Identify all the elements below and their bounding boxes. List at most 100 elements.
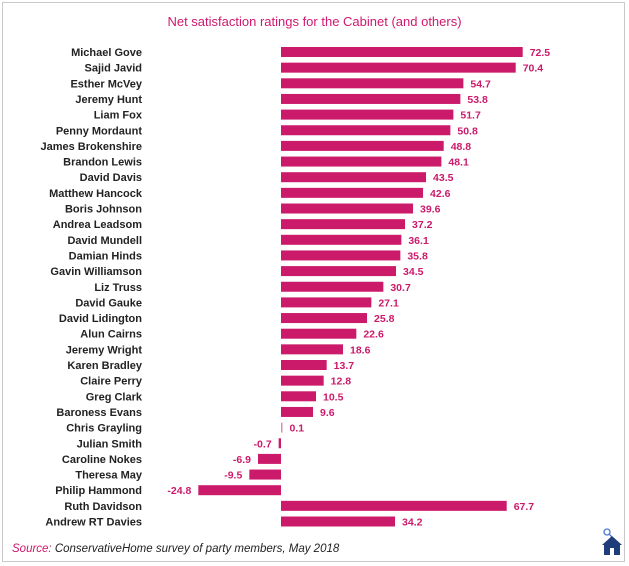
- bar: [281, 203, 414, 214]
- category-label: Caroline Nokes: [62, 454, 142, 466]
- value-label: 9.6: [320, 407, 335, 419]
- category-label: Liam Fox: [94, 110, 143, 122]
- value-label: 34.5: [403, 266, 424, 278]
- category-label: Ruth Davidson: [64, 501, 142, 513]
- bar: [281, 125, 451, 136]
- bar: [249, 469, 281, 480]
- bar: [281, 266, 397, 277]
- value-label: 39.6: [420, 204, 441, 216]
- bar: [281, 344, 344, 355]
- bar: [281, 516, 396, 527]
- bar: [281, 93, 461, 104]
- category-label: Julian Smith: [77, 438, 143, 450]
- value-label: -9.5: [224, 470, 242, 482]
- category-label: Matthew Hancock: [49, 188, 143, 200]
- category-label: David Lidington: [59, 313, 142, 325]
- category-label: Claire Perry: [80, 376, 143, 388]
- category-label: Jeremy Hunt: [75, 94, 142, 106]
- value-label: 34.2: [402, 517, 423, 529]
- bar: [281, 140, 444, 151]
- bar: [281, 78, 464, 89]
- value-label: 54.7: [470, 78, 491, 90]
- value-label: -0.7: [254, 438, 272, 450]
- category-label: Brandon Lewis: [63, 157, 142, 169]
- bar: [281, 187, 424, 198]
- bar: [281, 62, 516, 73]
- category-label: Karen Bradley: [67, 360, 142, 372]
- value-label: 10.5: [323, 391, 344, 403]
- category-label: Chris Grayling: [66, 423, 142, 435]
- category-label: Esther McVey: [70, 78, 142, 90]
- bar: [281, 109, 454, 120]
- value-label: 43.5: [433, 172, 454, 184]
- category-label: Baroness Evans: [56, 407, 142, 419]
- value-label: 35.8: [407, 250, 428, 262]
- category-label: Damian Hinds: [69, 250, 142, 262]
- bar: [281, 250, 401, 261]
- value-label: -6.9: [233, 454, 251, 466]
- value-label: 36.1: [408, 235, 429, 247]
- source-text: ConservativeHome survey of party members…: [51, 543, 340, 555]
- bar: [281, 313, 368, 324]
- value-label: 37.2: [412, 219, 433, 231]
- category-label: Boris Johnson: [65, 204, 142, 216]
- category-label: Greg Clark: [86, 391, 143, 403]
- bar: [281, 328, 357, 339]
- value-label: 53.8: [467, 94, 488, 106]
- category-label: Jeremy Wright: [66, 344, 143, 356]
- bar: [281, 234, 402, 245]
- category-label: Andrea Leadsom: [53, 219, 142, 231]
- bar: [281, 219, 406, 230]
- value-label: 48.8: [451, 141, 472, 153]
- value-label: 72.5: [530, 47, 551, 59]
- value-label: 0.1: [290, 423, 305, 435]
- home-logo-icon: [602, 528, 622, 555]
- category-label: Andrew RT Davies: [45, 517, 142, 529]
- bar: [281, 297, 372, 308]
- category-label: James Brokenshire: [41, 141, 143, 153]
- category-label: Penny Mordaunt: [56, 125, 143, 137]
- bar: [281, 422, 283, 433]
- value-label: -24.8: [167, 485, 191, 497]
- value-label: 48.1: [448, 157, 469, 169]
- category-label: David Mundell: [67, 235, 142, 247]
- bar: [281, 156, 442, 167]
- chart-title: Net satisfaction ratings for the Cabinet…: [167, 14, 462, 29]
- bar: [281, 375, 324, 386]
- bar: [281, 360, 327, 370]
- source-label: Source:: [12, 543, 52, 555]
- value-label: 42.6: [430, 188, 451, 200]
- value-label: 70.4: [523, 63, 544, 75]
- bar: [281, 47, 523, 57]
- source-note: Source: ConservativeHome survey of party…: [12, 543, 339, 555]
- bar: [278, 438, 281, 449]
- value-label: 25.8: [374, 313, 395, 325]
- value-label: 22.6: [363, 329, 384, 341]
- bar: [281, 406, 314, 417]
- bar: [281, 172, 427, 183]
- bar: [198, 485, 281, 496]
- category-label: Gavin Williamson: [50, 266, 142, 278]
- category-label: Liz Truss: [94, 282, 142, 294]
- value-label: 13.7: [334, 360, 355, 372]
- bar: [281, 500, 507, 511]
- bar: [281, 391, 317, 402]
- value-label: 50.8: [457, 125, 478, 137]
- category-label: Theresa May: [75, 470, 143, 482]
- value-label: 18.6: [350, 344, 371, 356]
- bars-layer: Michael Gove 72.5 Sajid Javid 70.4 Esther Mc…: [41, 47, 551, 529]
- category-label: Alun Cairns: [80, 329, 142, 341]
- bar: [281, 281, 384, 292]
- value-label: 30.7: [390, 282, 411, 294]
- category-label: Sajid Javid: [85, 63, 142, 75]
- category-label: David Davis: [80, 172, 142, 184]
- bar: [257, 453, 281, 464]
- category-label: Michael Gove: [71, 47, 142, 59]
- value-label: 12.8: [331, 376, 352, 388]
- value-label: 27.1: [378, 297, 399, 309]
- value-label: 51.7: [460, 110, 481, 122]
- category-label: Philip Hammond: [55, 485, 142, 497]
- category-label: David Gauke: [75, 297, 142, 309]
- value-label: 67.7: [514, 501, 535, 513]
